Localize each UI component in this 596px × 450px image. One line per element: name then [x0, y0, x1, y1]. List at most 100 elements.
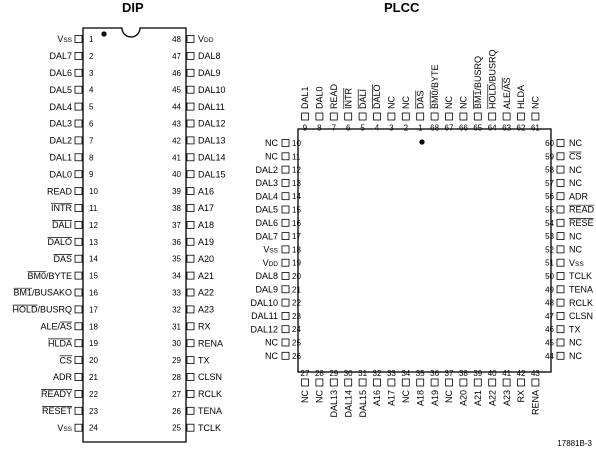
pin-label-nc: NC — [315, 390, 325, 403]
pin-lead — [556, 351, 565, 360]
pin-label-dal13: DAL13 — [198, 136, 226, 146]
pin-label-hlda: HLDA — [516, 85, 526, 109]
dip-pin-5: DAL4 5 — [49, 102, 94, 112]
pin-number: 9 — [89, 170, 94, 179]
pin-lead — [186, 119, 195, 128]
pin-number: 28 — [315, 369, 324, 378]
pin-label-vdd: VDD — [198, 34, 214, 44]
pin-number: 13 — [89, 238, 98, 247]
pin-lead — [74, 322, 83, 331]
pin-lead — [186, 35, 195, 43]
pin-number: 37 — [172, 221, 181, 230]
pin-lead — [186, 322, 195, 331]
pin-lead — [74, 389, 83, 398]
dip-pin-45: DAL10 45 — [172, 85, 225, 95]
pin-label-tclk: TCLK — [198, 423, 221, 433]
pin-number: 42 — [172, 136, 181, 145]
pin-number: 38 — [172, 204, 181, 213]
pin-label-a20: A20 — [198, 254, 214, 264]
pin-label-nc: NC — [569, 138, 582, 148]
dip-pin-46: DAL9 46 — [172, 68, 220, 78]
dip-pin-27: RCLK 27 — [172, 389, 222, 399]
pin-lead — [186, 68, 195, 77]
plcc-pin-15: DAL5 15 — [255, 205, 301, 215]
pin-label-vss: VSS — [57, 34, 72, 44]
pin-label-bm1-busako: BM1/BUSAKO — [13, 288, 72, 298]
plcc-pin-1: 1 DAS — [415, 90, 425, 133]
pin-lead — [281, 178, 290, 187]
pin-number: 17 — [89, 305, 98, 314]
pin-label-das: DAS — [415, 90, 425, 109]
pin-lead — [416, 112, 425, 121]
pin-lead — [416, 378, 425, 387]
pin-lead — [281, 152, 290, 161]
pin-lead — [281, 351, 290, 360]
dip-pin-2: DAL7 2 — [49, 51, 94, 61]
pin-number: 30 — [344, 369, 353, 378]
pin-label-a22: A22 — [198, 288, 214, 298]
pin-label-nc: NC — [265, 338, 278, 348]
pin-lead — [186, 271, 195, 280]
pin-number: 26 — [292, 352, 301, 361]
pin-lead — [74, 305, 83, 314]
pin-lead — [281, 272, 290, 280]
dip-body — [82, 27, 187, 443]
dip-pin-15: BM0/BYTE 15 — [27, 271, 98, 281]
pin-number: 15 — [292, 206, 301, 215]
pin-label-dal3: DAL3 — [49, 119, 72, 129]
dip-pin-23: RESET 23 — [41, 406, 98, 416]
pin-lead — [281, 218, 290, 227]
pin-number: 63 — [502, 124, 511, 133]
dip-pin-29: TX 29 — [172, 355, 209, 365]
dip-pin-3: DAL6 3 — [49, 68, 94, 78]
pin-label-dal5: DAL5 — [49, 85, 72, 95]
pin-lead — [74, 339, 83, 348]
pin-lead — [186, 305, 195, 314]
pin-number: 40 — [172, 170, 181, 179]
pin-number: 46 — [172, 69, 181, 78]
pin-number: 21 — [89, 373, 98, 382]
pin-label-nc: NC — [569, 231, 582, 241]
pin-lead — [281, 205, 290, 214]
pin-lead — [556, 258, 565, 267]
pin-lead — [556, 232, 565, 241]
pin-lead — [502, 378, 511, 387]
pin-number: 28 — [172, 373, 181, 382]
dip-pin-35: A20 35 — [172, 254, 214, 264]
dip-pin-16: BM1/BUSAKO 16 — [13, 288, 98, 298]
pin-label-dal7: DAL7 — [49, 51, 72, 61]
pin-number: 30 — [172, 339, 181, 348]
pin-number: 6 — [346, 124, 351, 133]
dip-pin-41: DAL14 41 — [172, 153, 225, 163]
pin-number: 51 — [545, 259, 554, 268]
plcc-pin-68: 68 BM0/BYTE — [430, 64, 440, 132]
plcc-pin-56: ADR 56 — [545, 191, 588, 201]
pin-lead — [488, 112, 497, 121]
pin-lead — [358, 112, 367, 121]
plcc-pin-4: 4 DALO — [372, 84, 382, 133]
pin-lead — [387, 378, 396, 387]
pin-lead — [387, 112, 396, 121]
pin-lead — [281, 165, 290, 174]
pin-label-a23: A23 — [198, 305, 214, 315]
pin-label-a18: A18 — [198, 220, 214, 230]
pin-number: 16 — [292, 219, 301, 228]
pin-label-nc: NC — [531, 96, 541, 109]
plcc-pin-29: 29 DAL13 — [329, 369, 339, 418]
pin-lead — [301, 112, 309, 121]
dip-pin-34: A21 34 — [172, 271, 214, 281]
pin-number: 57 — [545, 179, 554, 188]
pin-label-dal0: DAL0 — [49, 169, 72, 179]
pin-lead — [186, 423, 195, 432]
pin-number: 66 — [459, 124, 468, 133]
pin-number: 14 — [292, 192, 301, 201]
pin-lead — [531, 112, 540, 121]
dip-pin-9: DAL0 9 — [49, 169, 94, 179]
dip-pin-10: READ 10 — [47, 186, 98, 196]
pin-lead — [74, 35, 83, 43]
plcc-pin-23: DAL11 23 — [251, 311, 301, 321]
pin-number: 32 — [172, 305, 181, 314]
pin-number: 25 — [292, 339, 301, 348]
